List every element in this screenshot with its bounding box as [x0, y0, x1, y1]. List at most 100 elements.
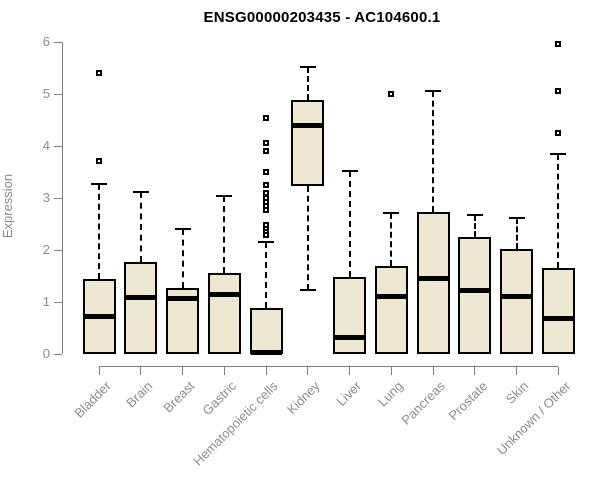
y-tick-mark [54, 41, 62, 43]
median-line-prostate [459, 287, 491, 293]
box-brain [124, 262, 158, 354]
y-tick-label: 5 [42, 86, 50, 102]
whisker-cap-upper-unknown-other [550, 152, 567, 155]
median-line-hematopoietic-cells [250, 349, 282, 355]
whisker-cap-upper-pancreas [425, 89, 442, 92]
whisker-cap-upper-kidney [299, 66, 316, 69]
y-tick-label: 0 [42, 346, 50, 361]
median-line-gastric [208, 291, 240, 297]
outlier-point-unknown-other [555, 87, 562, 94]
outlier-point-hematopoietic-cells [263, 182, 270, 189]
median-line-liver [334, 335, 366, 341]
x-tick-label-bladder: Bladder [71, 378, 114, 421]
outlier-point-hematopoietic-cells [263, 140, 270, 147]
x-tick-label-lung: Lung [375, 378, 407, 410]
y-tick-mark [54, 145, 62, 147]
outlier-point-hematopoietic-cells [263, 147, 270, 154]
chart-title: ENSG00000203435 - AC104600.1 [203, 9, 441, 26]
median-line-skin [501, 294, 533, 300]
whisker-upper-brain [139, 191, 142, 263]
outlier-point-hematopoietic-cells [263, 168, 270, 175]
y-tick-mark [54, 249, 62, 251]
x-tick-label-kidney: Kidney [284, 378, 323, 418]
x-tick-label-hematopoietic-cells: Hematopoietic cells [190, 378, 281, 469]
median-line-brain [125, 295, 157, 301]
y-tick-label: 2 [42, 242, 50, 258]
x-tick-mark [140, 367, 142, 375]
y-tick-mark [54, 353, 62, 355]
x-tick-label-skin: Skin [503, 378, 532, 407]
x-tick-mark [265, 367, 267, 375]
box-liver [333, 276, 367, 354]
x-tick-mark [474, 367, 476, 375]
box-lung [374, 266, 408, 354]
x-tick-mark [307, 367, 309, 375]
median-line-pancreas [417, 275, 449, 281]
x-tick-label-pancreas: Pancreas [398, 378, 449, 428]
whisker-cap-upper-lung [383, 212, 400, 215]
x-tick-label-prostate: Prostate [444, 378, 490, 424]
x-tick-mark [432, 367, 434, 375]
x-tick-mark [516, 367, 518, 375]
x-tick-label-liver: Liver [333, 378, 365, 409]
x-tick-mark [98, 367, 100, 375]
x-tick-label-gastric: Gastric [199, 378, 240, 419]
y-tick-mark [54, 301, 62, 303]
whisker-upper-breast [181, 228, 184, 289]
box-kidney [291, 99, 325, 186]
y-tick-mark [54, 93, 62, 95]
y-tick-label: 3 [42, 190, 50, 206]
whisker-upper-skin [515, 217, 518, 250]
median-line-kidney [292, 123, 324, 129]
outlier-point-unknown-other [555, 130, 562, 137]
whisker-cap-upper-skin [508, 216, 525, 219]
median-line-unknown-other [542, 315, 574, 321]
whisker-cap-upper-liver [341, 169, 358, 172]
y-tick-label: 6 [42, 34, 50, 50]
whisker-upper-kidney [306, 67, 309, 100]
outlier-point-lung [388, 91, 395, 98]
whisker-upper-lung [390, 213, 393, 267]
box-prostate [458, 236, 492, 354]
box-gastric [207, 272, 241, 354]
whisker-upper-hematopoietic-cells [265, 241, 268, 309]
whisker-cap-upper-brain [132, 190, 149, 193]
whisker-upper-bladder [98, 183, 100, 280]
y-tick-label: 1 [42, 294, 50, 310]
box-unknown-other [541, 268, 575, 354]
whisker-upper-gastric [223, 195, 226, 273]
x-tick-mark [349, 367, 351, 375]
x-tick-mark [390, 367, 392, 375]
y-axis-line [62, 42, 63, 354]
outlier-point-hematopoietic-cells [263, 222, 270, 229]
whisker-upper-liver [348, 170, 351, 277]
whisker-cap-lower-kidney [299, 289, 316, 292]
whisker-upper-unknown-other [557, 153, 560, 269]
whisker-cap-upper-prostate [466, 214, 483, 217]
x-tick-label-brain: Brain [123, 378, 156, 411]
outlier-point-hematopoietic-cells [263, 190, 270, 197]
median-line-bladder [83, 313, 115, 319]
outlier-point-bladder [96, 70, 102, 77]
outlier-point-hematopoietic-cells [263, 115, 270, 122]
median-line-breast [167, 295, 199, 301]
box-hematopoietic-cells [249, 308, 283, 354]
box-pancreas [416, 211, 450, 354]
whisker-cap-upper-breast [174, 227, 191, 230]
outlier-point-unknown-other [555, 40, 562, 47]
x-axis-line [99, 366, 559, 367]
whisker-cap-upper-gastric [216, 194, 233, 197]
whisker-cap-upper-bladder [91, 182, 107, 185]
whisker-upper-prostate [473, 215, 476, 237]
whisker-upper-pancreas [432, 90, 435, 212]
whisker-lower-kidney [306, 185, 309, 291]
y-tick-label: 4 [42, 138, 50, 154]
y-tick-mark [54, 197, 62, 199]
x-tick-mark [223, 367, 225, 375]
box-skin [500, 249, 534, 354]
x-tick-label-breast: Breast [160, 378, 198, 416]
x-tick-mark [557, 367, 559, 375]
y-axis-label: Expression [0, 173, 15, 239]
x-tick-mark [182, 367, 184, 375]
